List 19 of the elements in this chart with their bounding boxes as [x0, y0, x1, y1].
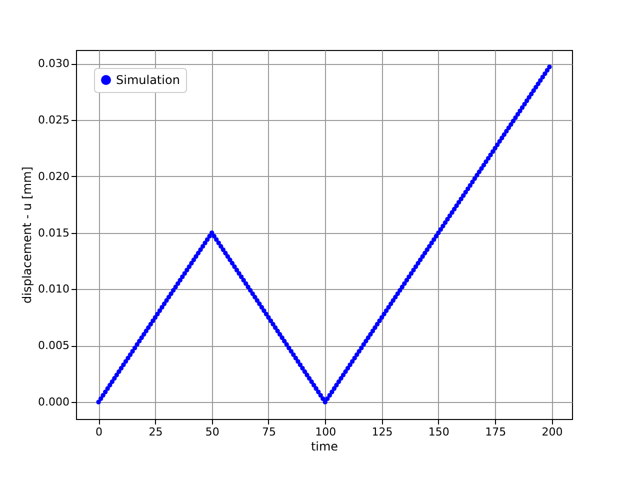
y-axis-title: displacement - u [mm]: [20, 166, 34, 304]
x-tick-label: 200: [542, 426, 563, 438]
x-tick-label: 0: [96, 426, 103, 438]
y-tick-label: 0.015: [38, 226, 70, 240]
y-tick-label: 0.020: [38, 170, 70, 183]
x-axis-title: time: [310, 440, 338, 454]
x-tick-label: 150: [428, 426, 450, 438]
y-tick-label: 0.010: [38, 282, 70, 296]
legend-label: Simulation: [116, 73, 180, 87]
x-tick-label: 100: [315, 426, 336, 438]
x-tick-label: 25: [148, 426, 163, 438]
y-tick-label: 0.000: [38, 396, 70, 409]
x-tick-label: 75: [262, 426, 276, 438]
y-tick-label: 0.005: [38, 339, 70, 352]
x-tick-label: 175: [485, 426, 506, 438]
x-tick-label: 125: [372, 426, 393, 438]
x-tick-label: 50: [205, 426, 220, 438]
y-tick-label: 0.025: [38, 113, 70, 126]
y-tick-label: 0.030: [38, 57, 70, 70]
